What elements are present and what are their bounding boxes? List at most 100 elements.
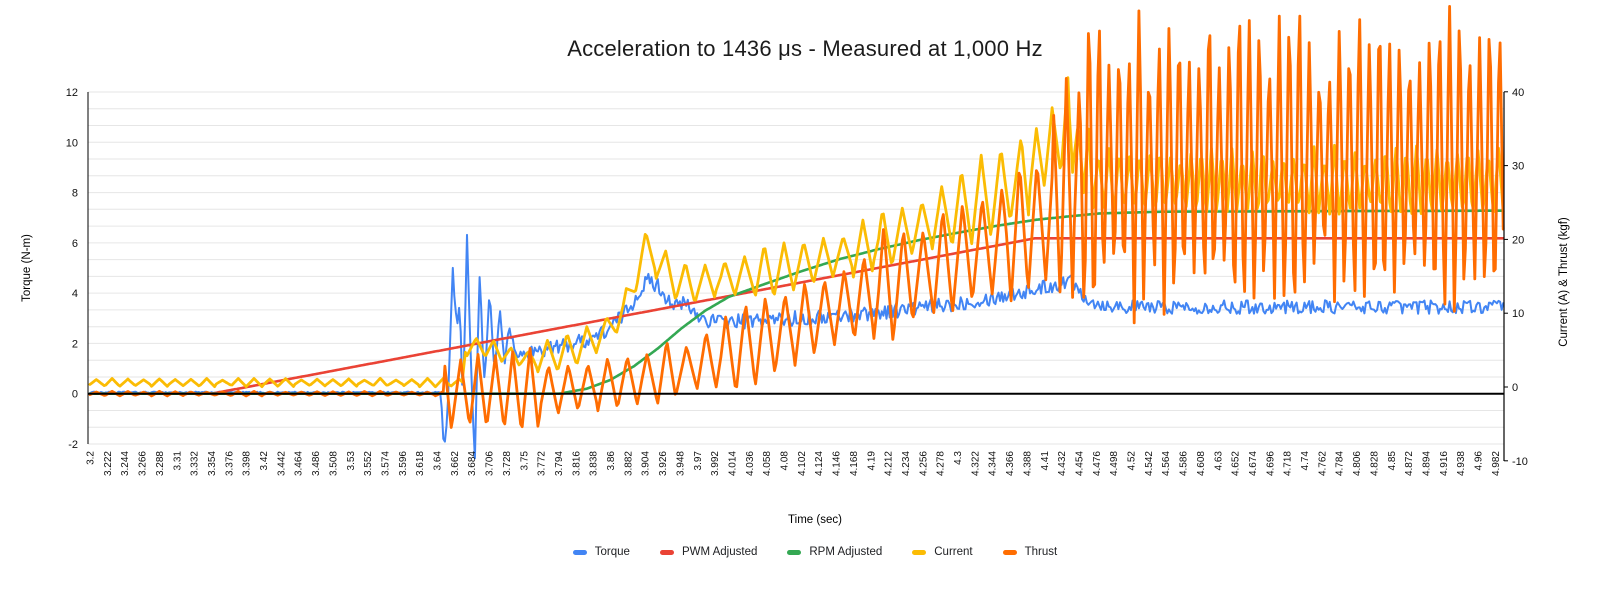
x-tick-label: 3.552 [363,451,374,476]
left-tick-label: 8 [72,188,78,200]
x-tick-label: 4.234 [901,451,912,476]
x-tick-label: 4.938 [1456,451,1467,476]
x-tick-label: 3.42 [259,451,270,471]
x-tick-label: 4.564 [1161,451,1172,476]
x-tick-label: 4.036 [745,451,756,476]
left-tick-label: 12 [66,87,78,99]
x-tick-label: 3.596 [398,451,409,476]
x-tick-label: 4.366 [1005,451,1016,476]
x-tick-label: 4.916 [1439,451,1450,476]
legend-item-pwm-adjusted: PWM Adjusted [659,546,757,558]
x-tick-label: 4.41 [1040,451,1051,471]
x-tick-label: 3.464 [294,451,305,476]
x-tick-label: 3.442 [276,451,287,476]
x-tick-label: 4.432 [1057,451,1068,476]
x-tick-label: 3.288 [155,451,166,476]
right-axis-ticks: -10 0 10 20 30 40 [1504,87,1528,468]
x-tick-label: 4.19 [866,451,877,471]
left-axis-ticks: -2 0 2 4 6 8 10 12 [66,87,78,451]
x-tick-label: 4.454 [1075,451,1086,476]
legend-item-thrust: Thrust [1002,546,1058,558]
right-tick-label: 10 [1512,308,1524,320]
x-tick-label: 4.63 [1213,451,1224,471]
x-tick-label: 4.608 [1196,451,1207,476]
x-tick-label: 3.926 [658,451,669,476]
legend: Torque PWM Adjusted RPM Adjusted Current Thr… [0,546,1600,558]
right-tick-label: 0 [1512,382,1518,394]
x-tick-label: 3.398 [242,451,253,476]
legend-label: Thrust [1024,546,1058,558]
x-tick-label: 4.96 [1474,451,1485,471]
x-tick-label: 4.344 [988,451,999,476]
legend-swatch [572,549,587,555]
x-tick-label: 4.476 [1092,451,1103,476]
x-tick-label: 3.244 [120,451,131,476]
x-tick-label: 4.674 [1248,451,1259,476]
x-tick-label: 3.992 [710,451,721,476]
x-tick-label: 3.53 [346,451,357,471]
x-tick-label: 4.52 [1127,451,1138,471]
left-tick-label: 10 [66,137,78,149]
x-tick-label: 4.74 [1300,451,1311,471]
x-tick-label: 4.322 [970,451,981,476]
x-tick-label: 4.696 [1265,451,1276,476]
legend-item-current: Current [912,546,973,558]
left-tick-label: 6 [72,238,78,250]
x-tick-label: 4.542 [1144,451,1155,476]
legend-item-torque: Torque [572,546,630,558]
right-tick-label: -10 [1512,456,1528,468]
right-axis-title: Current (A) & Thrust (kgf) [1558,217,1570,347]
x-tick-label: 4.894 [1422,451,1433,476]
x-tick-label: 4.058 [762,451,773,476]
x-tick-label: 4.784 [1335,451,1346,476]
x-tick-label: 4.718 [1283,451,1294,476]
chart-title: Acceleration to 1436 μs - Measured at 1,… [567,36,1043,61]
x-tick-label: 4.762 [1317,451,1328,476]
x-tick-label: 4.014 [728,451,739,476]
legend-label: Current [934,546,973,558]
x-tick-label: 3.838 [589,451,600,476]
x-tick-label: 4.278 [936,451,947,476]
series-line-thrust [88,5,1505,429]
series-line-current [88,76,1505,389]
x-tick-label: 4.872 [1404,451,1415,476]
legend-swatch [787,549,802,555]
x-tick-label: 4.146 [832,451,843,476]
x-tick-label: 4.388 [1022,451,1033,476]
legend-label: RPM Adjusted [809,546,883,558]
x-tick-label: 4.256 [918,451,929,476]
x-tick-label: 4.652 [1231,451,1242,476]
x-tick-label: 3.772 [537,451,548,476]
x-tick-label: 3.662 [450,451,461,476]
x-tick-label: 3.222 [103,451,114,476]
x-tick-label: 3.354 [207,451,218,476]
x-tick-label: 3.706 [485,451,496,476]
x-tick-label: 4.3 [953,451,964,465]
left-axis-title: Torque (N-m) [21,234,33,302]
left-tick-label: -2 [68,439,78,451]
legend-swatch [1002,549,1017,555]
x-tick-label: 3.486 [311,451,322,476]
legend-swatch [912,549,927,555]
x-tick-label: 4.982 [1491,451,1502,476]
x-tick-label: 4.85 [1387,451,1398,471]
x-tick-label: 3.2 [86,451,97,465]
x-tick-label: 4.498 [1109,451,1120,476]
x-tick-label: 3.376 [224,451,235,476]
x-tick-label: 3.574 [381,451,392,476]
x-tick-label: 3.75 [519,451,530,471]
right-tick-label: 30 [1512,161,1524,173]
series-lines [88,5,1505,460]
x-tick-label: 3.794 [554,451,565,476]
x-tick-label: 3.904 [641,451,652,476]
x-tick-label: 4.586 [1179,451,1190,476]
x-axis-title: Time (sec) [788,514,842,526]
x-tick-label: 3.31 [172,451,183,471]
x-tick-label: 3.618 [415,451,426,476]
right-tick-label: 40 [1512,87,1524,99]
series-line-pwm-adjusted [88,237,1505,396]
x-tick-label: 3.816 [571,451,582,476]
legend-item-rpm-adjusted: RPM Adjusted [787,546,882,558]
x-tick-label: 4.08 [780,451,791,471]
